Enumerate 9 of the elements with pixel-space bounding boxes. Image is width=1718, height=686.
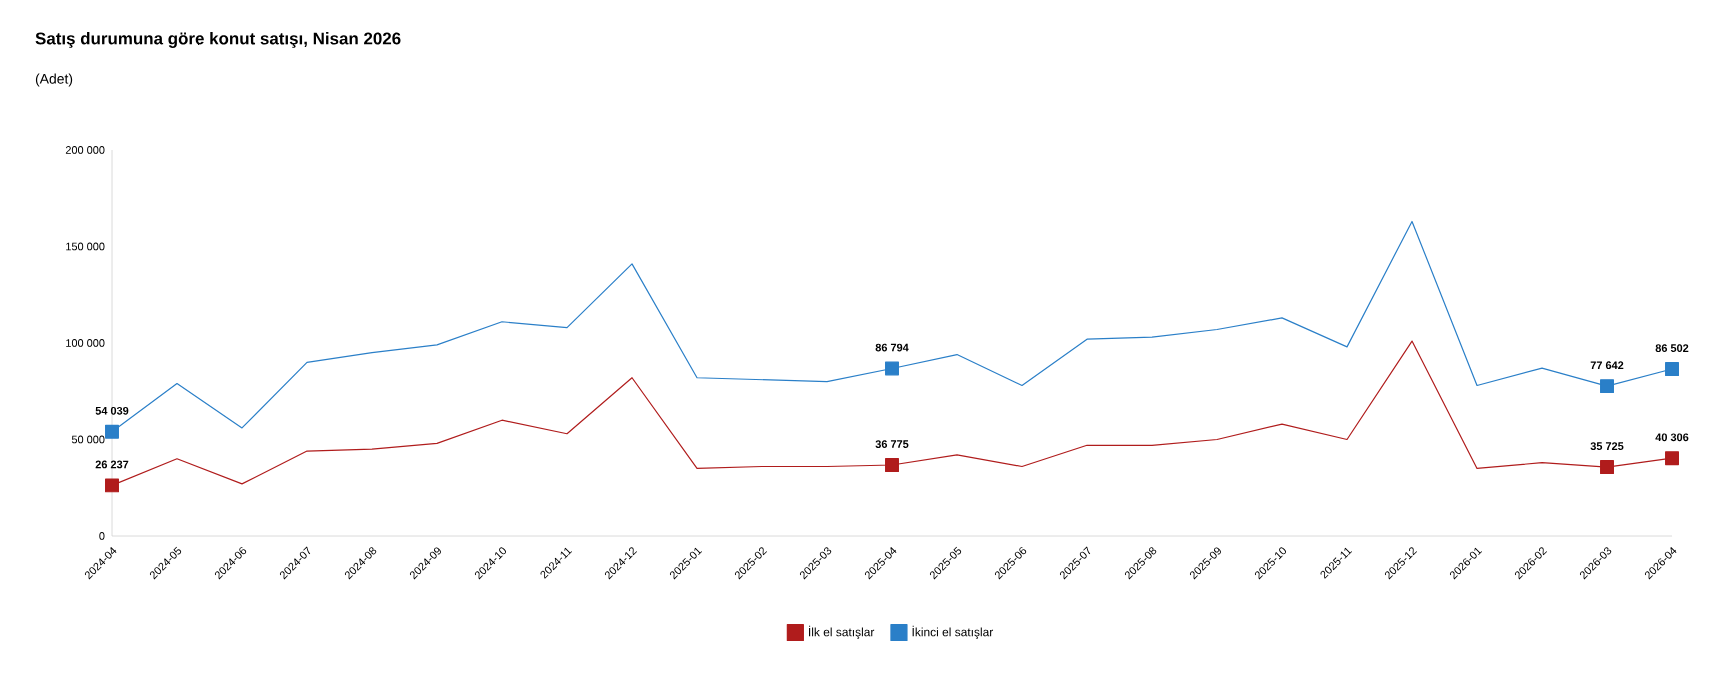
point: [1600, 460, 1614, 475]
point: [885, 458, 899, 472]
chart-title: Satış durumuna göre konut satışı, Nisan 2026: [35, 32, 401, 48]
point: [105, 424, 119, 439]
point: [105, 478, 119, 493]
point: [1665, 362, 1679, 377]
point: [885, 361, 899, 376]
point: [1600, 379, 1614, 394]
point: [1665, 451, 1679, 466]
